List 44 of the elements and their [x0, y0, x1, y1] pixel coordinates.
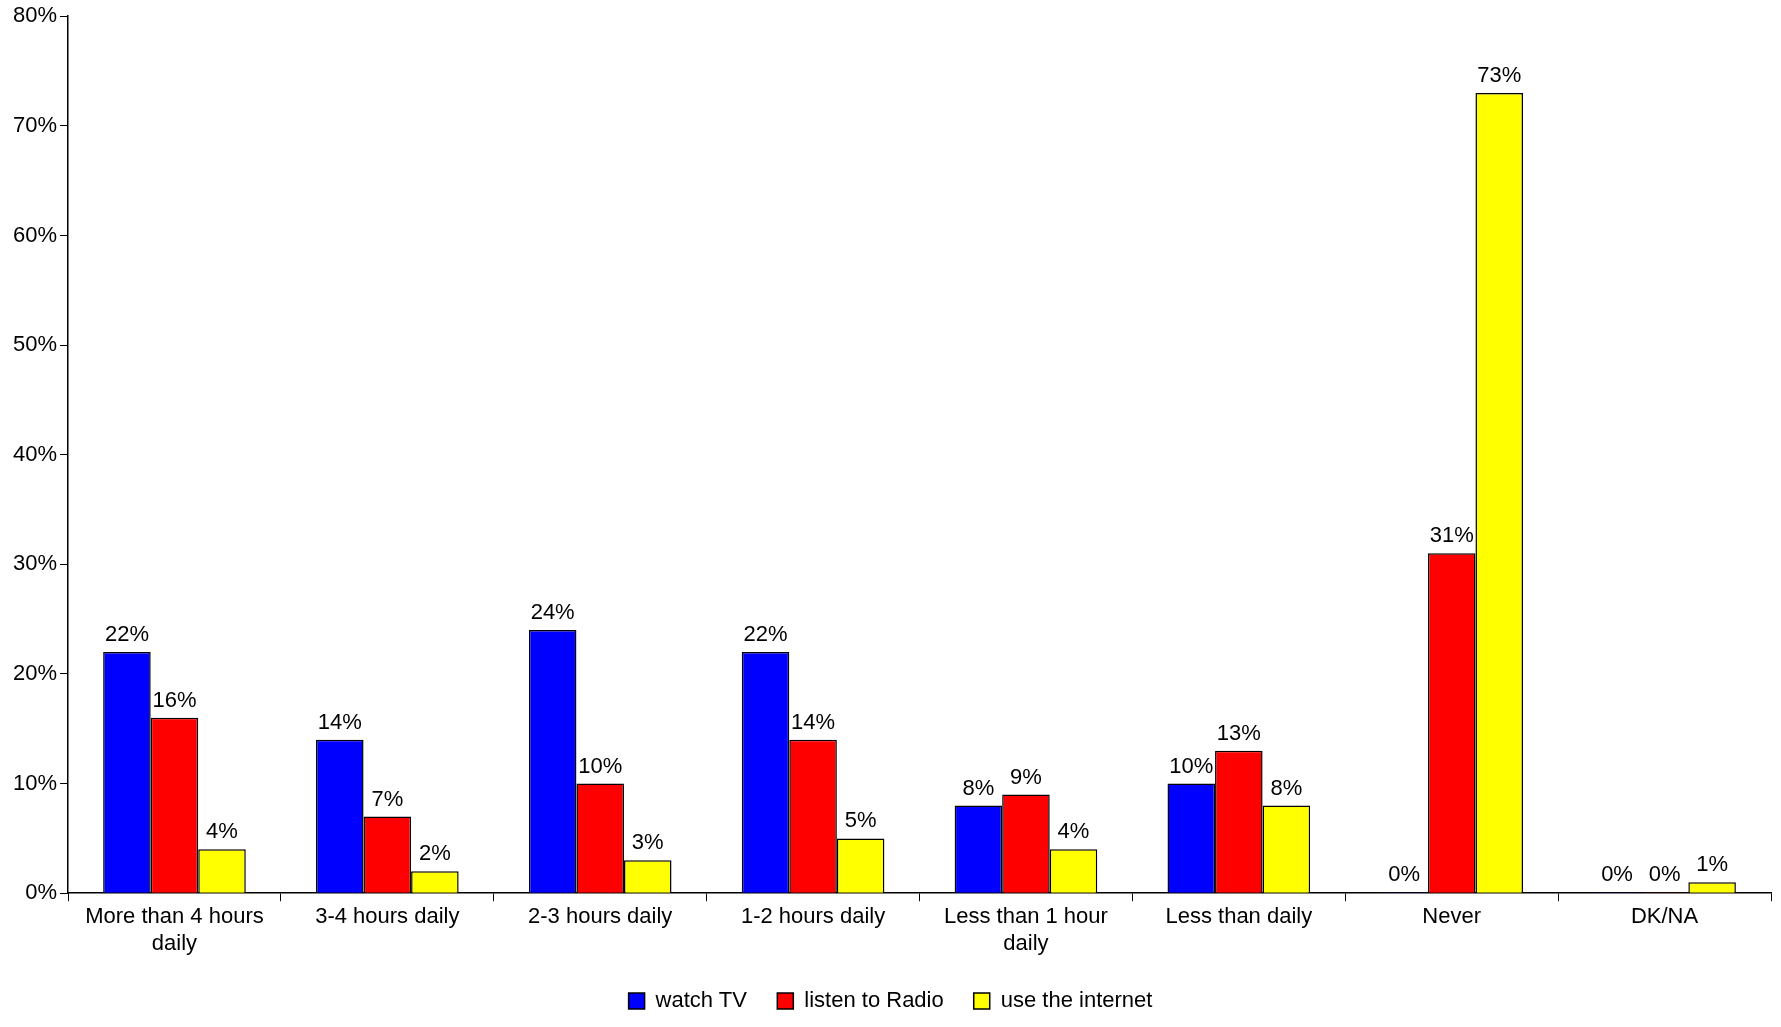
x-tick-label: More than 4 hours daily: [85, 903, 264, 955]
data-label: 3%: [631, 829, 664, 855]
data-label: 14%: [791, 708, 836, 734]
data-label: 0%: [1601, 861, 1633, 887]
data-label: 9%: [1010, 763, 1042, 789]
data-label: 14%: [317, 708, 362, 734]
data-label: 4%: [1057, 818, 1090, 844]
data-label: 5%: [844, 807, 877, 833]
y-tick-label: 40%: [12, 440, 58, 466]
x-tick-label: 2-3 hours daily: [528, 903, 673, 929]
data-label: 1%: [1696, 851, 1728, 877]
x-tick-label: Less than daily: [1165, 903, 1313, 929]
x-tick-label: Never: [1422, 903, 1482, 929]
data-label: 31%: [1429, 522, 1474, 548]
data-label: 16%: [152, 686, 197, 712]
data-label: 10%: [578, 752, 623, 778]
data-label: 4%: [206, 818, 238, 844]
data-label: 8%: [962, 774, 995, 800]
y-tick-label: 60%: [12, 221, 58, 247]
data-label: 2%: [418, 840, 451, 866]
y-tick-label: 50%: [12, 331, 58, 357]
data-label: 10%: [1169, 752, 1214, 778]
y-tick-label: 20%: [12, 660, 58, 686]
legend-label: use the internet: [1000, 987, 1153, 1013]
y-tick-label: 80%: [12, 2, 58, 28]
x-tick-label: DK/NA: [1630, 903, 1699, 929]
y-tick-label: 10%: [12, 769, 58, 795]
y-tick-label: 30%: [12, 550, 58, 576]
x-tick-label: 3-4 hours daily: [315, 903, 460, 929]
y-tick-label: 0%: [25, 879, 58, 905]
data-label: 8%: [1270, 774, 1303, 800]
data-label: 13%: [1216, 719, 1261, 745]
data-label: 22%: [104, 621, 149, 647]
x-tick-label: Less than 1 hour daily: [944, 903, 1108, 955]
y-tick-label: 70%: [12, 111, 58, 137]
data-label: 24%: [530, 599, 575, 625]
legend-label: watch TV: [654, 987, 748, 1013]
x-tick-label: 1-2 hours daily: [740, 903, 886, 929]
data-label: 0%: [1388, 861, 1421, 887]
data-label: 73%: [1477, 62, 1522, 87]
data-label: 22%: [743, 621, 788, 647]
legend-label: listen to Radio: [804, 987, 944, 1013]
data-label: 7%: [371, 785, 404, 811]
data-label: 0%: [1648, 861, 1681, 887]
